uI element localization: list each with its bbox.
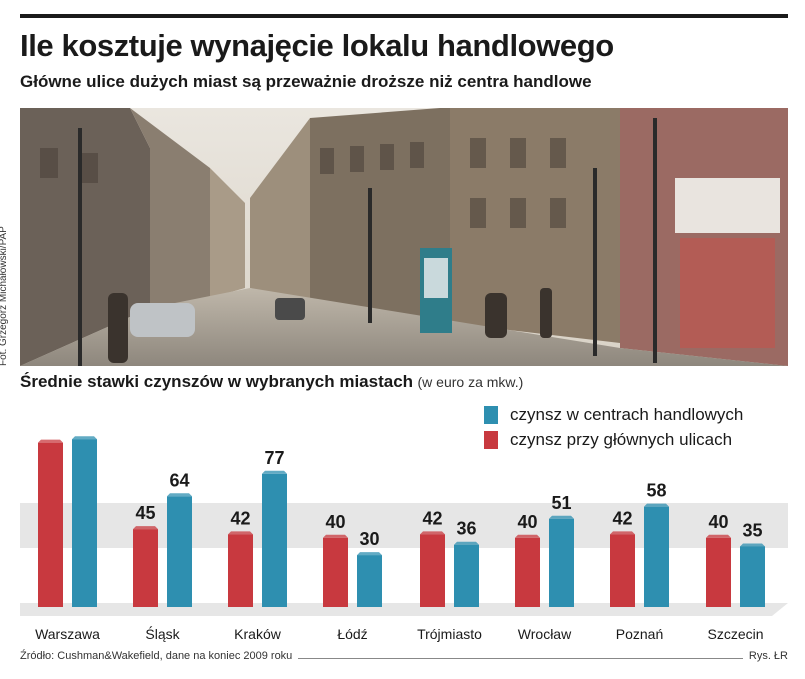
data-label: 40: [708, 512, 728, 532]
data-label: 64: [169, 470, 189, 490]
category-label: Warszawa: [35, 626, 100, 642]
page-title: Ile kosztuje wynajęcie lokalu handlowego: [20, 28, 614, 63]
legend-swatch-street: [484, 430, 498, 449]
bar-mall: [167, 496, 192, 607]
data-label: 51: [551, 493, 571, 513]
bar-cap: [420, 531, 445, 535]
bar-cap: [262, 470, 287, 474]
bar-cap: [610, 531, 635, 535]
top-rule: [20, 14, 788, 18]
bar-mall: [262, 473, 287, 607]
author-note: Rys. ŁR: [742, 650, 788, 662]
chart-band: [20, 503, 788, 548]
bar-cap: [549, 515, 574, 519]
bar-mall: [644, 506, 669, 607]
bar-street: [515, 537, 540, 607]
bar-cap: [357, 552, 382, 556]
chart-floor: [20, 603, 788, 616]
category-label: Śląsk: [145, 625, 180, 642]
chart-heading-unit: (w euro za mkw.): [417, 374, 524, 390]
bar-street: [323, 537, 348, 607]
bar-cap: [133, 526, 158, 530]
bar-street: [228, 534, 253, 607]
data-label: 42: [230, 508, 250, 528]
bar-cap: [644, 503, 669, 507]
bar-street: [420, 534, 445, 607]
bar-street: [133, 529, 158, 607]
bar-cap: [167, 493, 192, 497]
legend-label-mall: czynsz w centrach handlowych: [510, 404, 744, 424]
bar-street: [38, 442, 63, 607]
data-label: 42: [612, 508, 632, 528]
street-photo-illustration: [20, 108, 788, 366]
legend-item-mall: czynsz w centrach handlowych: [484, 402, 743, 427]
data-label: 42: [422, 508, 442, 528]
data-label: 36: [456, 519, 476, 539]
category-label: Szczecin: [707, 626, 763, 642]
legend-item-street: czynsz przy głównych ulicach: [484, 427, 743, 452]
bar-mall: [549, 518, 574, 607]
bar-mall: [740, 546, 765, 607]
category-label: Trójmiasto: [417, 626, 482, 642]
bar-cap: [454, 541, 479, 545]
bar-street: [610, 534, 635, 607]
data-label: 30: [359, 529, 379, 549]
legend-label-street: czynsz przy głównych ulicach: [510, 429, 733, 449]
chart-heading: Średnie stawki czynszów w wybranych mias…: [20, 372, 523, 392]
source-rule: [20, 658, 788, 659]
bar-mall: [72, 439, 97, 607]
page-subtitle: Główne ulice dużych miast są przeważnie …: [20, 72, 592, 91]
bar-cap: [38, 439, 63, 443]
legend-swatch-mall: [484, 405, 498, 424]
bar-cap: [706, 534, 731, 538]
source-note: Źródło: Cushman&Wakefield, dane na konie…: [20, 650, 299, 662]
category-label: Łódź: [337, 626, 367, 642]
bar-mall: [454, 544, 479, 607]
category-label: Wrocław: [518, 626, 572, 642]
data-label: 35: [742, 520, 762, 540]
chart-heading-title: Średnie stawki czynszów w wybranych mias…: [20, 372, 414, 391]
data-label: 58: [646, 481, 666, 501]
bar-cap: [72, 436, 97, 440]
category-label: Poznań: [616, 626, 663, 642]
bar-cap: [515, 534, 540, 538]
data-label: 40: [517, 512, 537, 532]
bar-street: [706, 537, 731, 607]
bar-cap: [740, 543, 765, 547]
chart-legend: czynsz w centrach handlowych czynsz przy…: [484, 402, 743, 452]
data-label: 40: [325, 512, 345, 532]
data-label: 77: [264, 448, 284, 468]
bar-mall: [357, 555, 382, 607]
data-label: 45: [135, 503, 155, 523]
bar-cap: [323, 534, 348, 538]
street-photo: [20, 108, 788, 366]
category-label: Kraków: [234, 626, 282, 642]
bar-cap: [228, 531, 253, 535]
